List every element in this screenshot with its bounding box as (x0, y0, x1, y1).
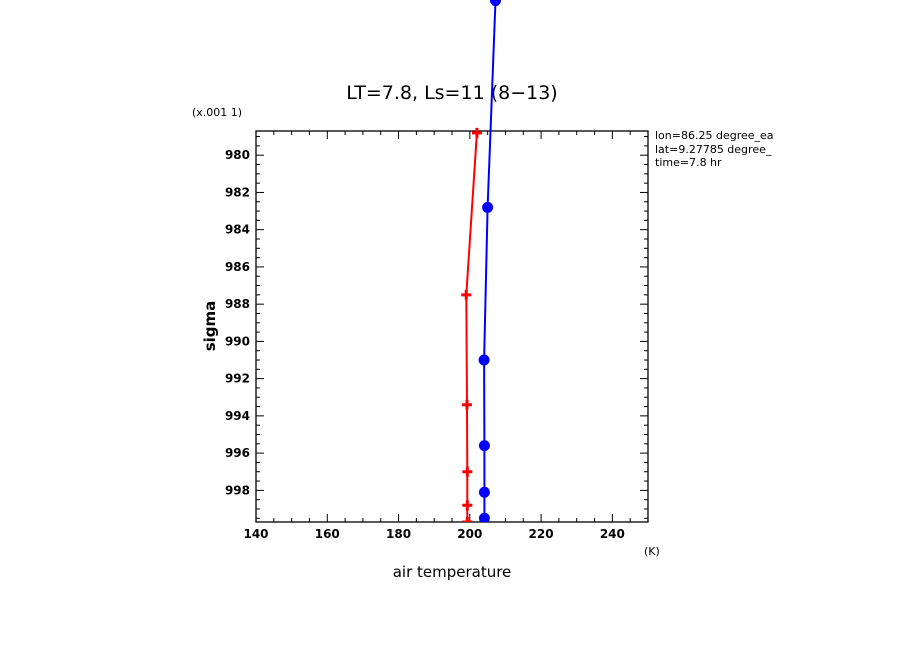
y-tick-label: 990 (225, 334, 250, 348)
y-tick-label: 994 (225, 409, 250, 423)
y-tick-label: 998 (225, 483, 250, 497)
annotation-lat: lat=9.27785 degree_ (655, 143, 772, 156)
data-point (461, 289, 472, 300)
series-line (465, 132, 478, 522)
data-point (462, 500, 473, 511)
data-point (471, 127, 482, 138)
data-point (461, 399, 472, 410)
data-point (462, 466, 473, 477)
y-tick-label: 988 (225, 297, 250, 311)
chart-title: LT=7.8, Ls=11 (8−13) (346, 82, 557, 104)
y-tick-label: 980 (225, 148, 250, 162)
annotation-lon: lon=86.25 degree_ea (655, 129, 774, 142)
y-tick-label: 984 (225, 223, 250, 237)
series-1 (478, 0, 501, 522)
data-point (478, 512, 490, 522)
x-tick-label: 140 (243, 527, 268, 541)
x-tick-label: 220 (529, 527, 554, 541)
series-0 (461, 127, 482, 522)
y-scale-note: (x.001 1) (192, 106, 242, 119)
data-point (478, 440, 490, 452)
x-tick-label: 200 (457, 527, 482, 541)
annotation-time: time=7.8 hr (655, 156, 722, 169)
data-point (462, 517, 473, 522)
data-point (478, 354, 490, 366)
plot-frame (255, 130, 649, 523)
y-tick-label: 982 (225, 185, 250, 199)
x-unit-label: (K) (644, 545, 660, 558)
x-tick-label: 180 (386, 527, 411, 541)
y-tick-label: 986 (225, 260, 250, 274)
y-tick-label: 996 (225, 446, 250, 460)
data-point (489, 0, 501, 7)
data-point (478, 486, 490, 498)
x-tick-label: 160 (315, 527, 340, 541)
data-point (482, 201, 494, 213)
x-tick-label: 240 (600, 527, 625, 541)
y-tick-label: 992 (225, 372, 250, 386)
y-axis-title: sigma (201, 301, 219, 352)
x-axis-title: air temperature (393, 563, 512, 581)
